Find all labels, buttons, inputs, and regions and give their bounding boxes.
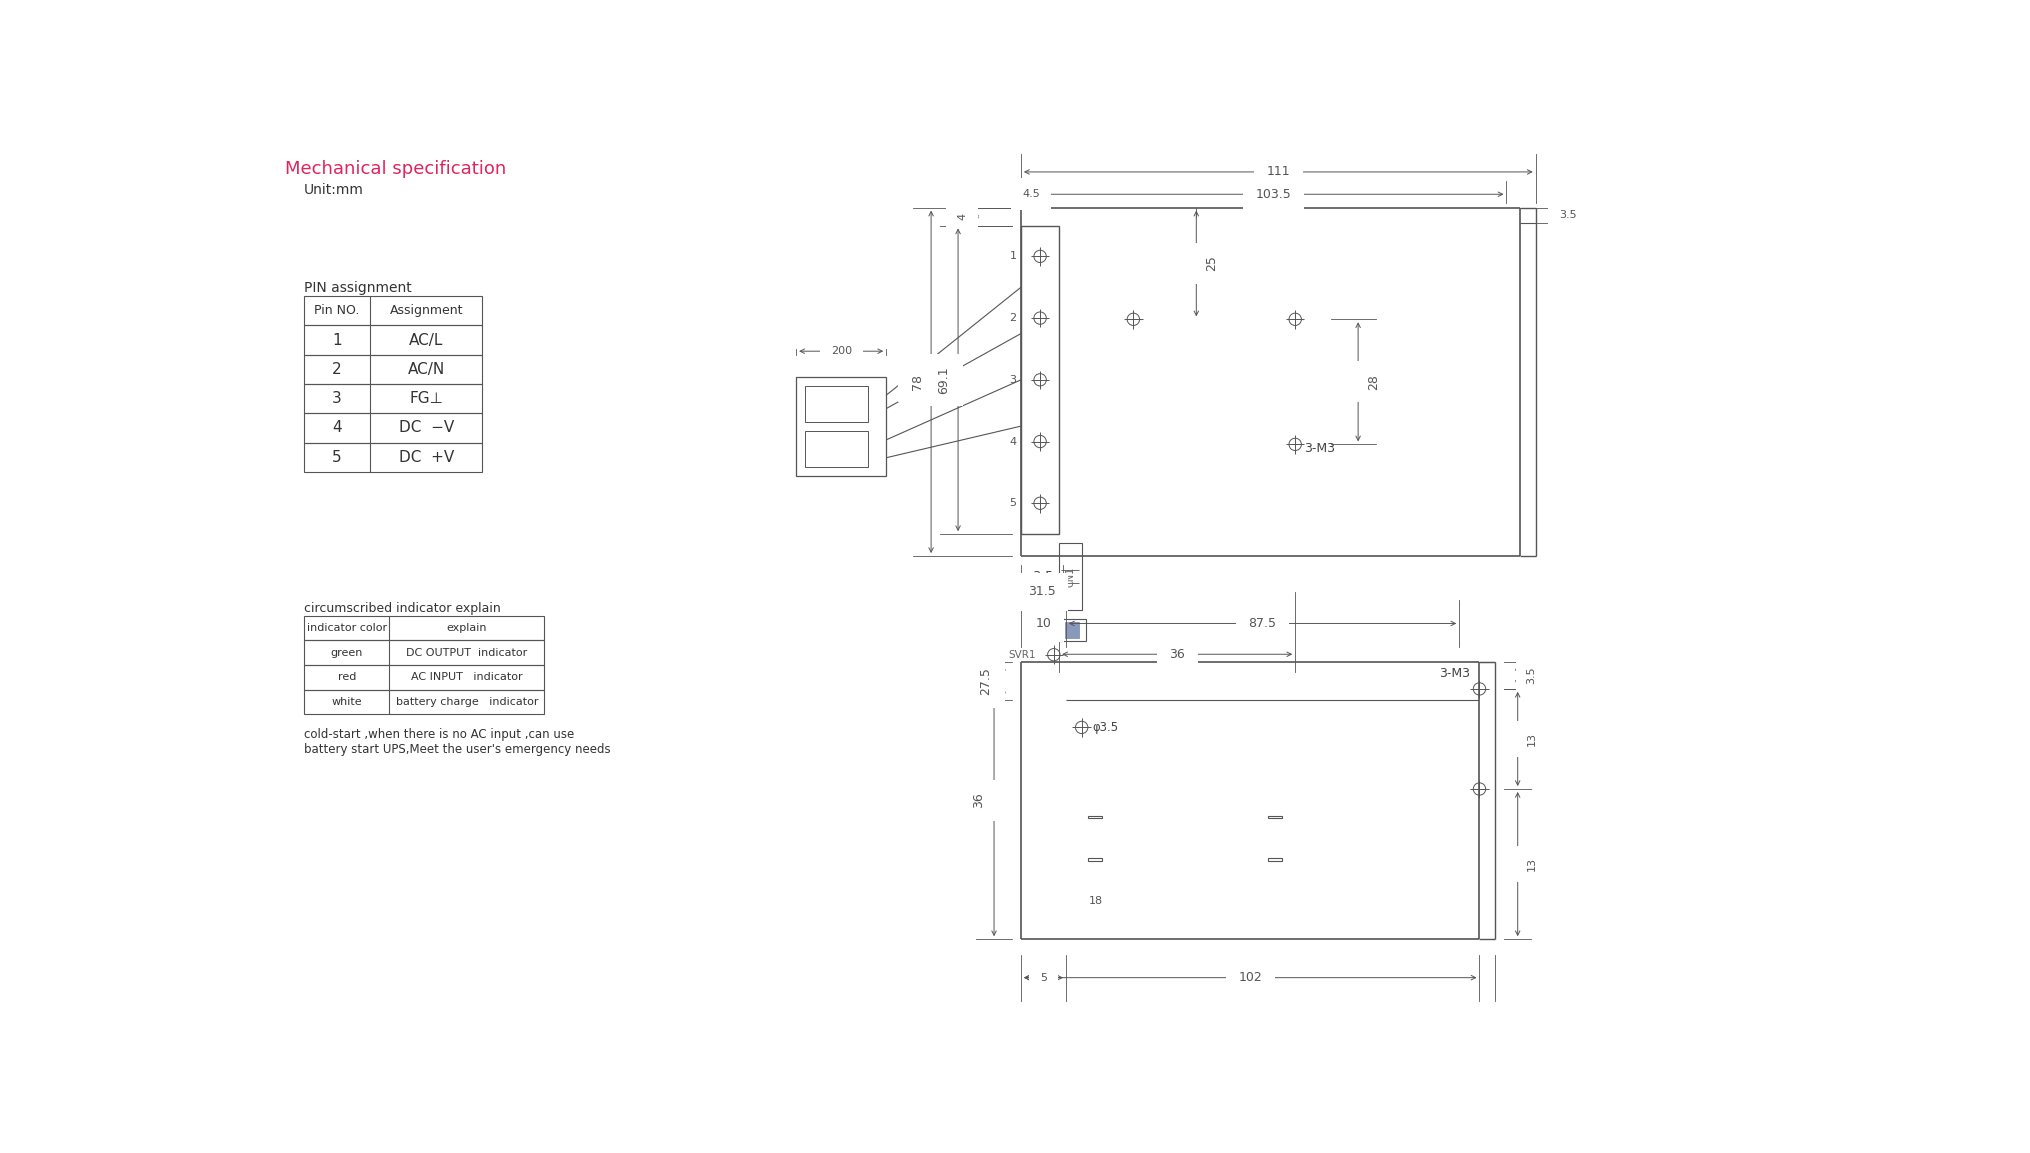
- Text: DC OUTPUT  indicator: DC OUTPUT indicator: [406, 648, 528, 657]
- Text: 3-M3: 3-M3: [1439, 666, 1470, 679]
- Text: DC  +V: DC +V: [398, 450, 455, 465]
- Text: 1: 1: [333, 332, 341, 347]
- Bar: [304, 689, 544, 715]
- Text: explain: explain: [447, 623, 487, 633]
- Text: 13: 13: [1527, 857, 1537, 871]
- Text: SVR1: SVR1: [1009, 649, 1035, 660]
- Text: 69.1: 69.1: [938, 366, 950, 393]
- Bar: [1060, 619, 1086, 641]
- Text: 18: 18: [1088, 896, 1102, 905]
- Text: 25: 25: [1206, 256, 1218, 271]
- Bar: [1064, 623, 1080, 638]
- Text: 3.5: 3.5: [1527, 666, 1537, 684]
- Text: 102: 102: [1238, 971, 1263, 985]
- Text: 2: 2: [1009, 314, 1017, 323]
- Text: 31.5: 31.5: [1027, 586, 1056, 598]
- Bar: [1088, 816, 1102, 819]
- Text: 4.5: 4.5: [1023, 189, 1039, 199]
- Bar: [796, 377, 887, 476]
- Text: AC INPUT   indicator: AC INPUT indicator: [410, 672, 522, 683]
- Text: 4: 4: [956, 213, 966, 220]
- Text: 10: 10: [1035, 617, 1052, 630]
- Text: indicator color: indicator color: [307, 623, 388, 633]
- Text: AC/L: AC/L: [408, 332, 443, 347]
- Text: 200: 200: [830, 346, 853, 356]
- Text: 13: 13: [1527, 732, 1537, 746]
- Bar: [304, 325, 483, 355]
- Text: Unit:mm: Unit:mm: [304, 183, 363, 197]
- Bar: [304, 616, 544, 640]
- Text: 103.5: 103.5: [1257, 188, 1291, 201]
- Text: 111: 111: [1267, 165, 1291, 179]
- Bar: [304, 640, 544, 665]
- Text: 3.5: 3.5: [1559, 211, 1577, 220]
- Text: 1: 1: [1009, 251, 1017, 262]
- Bar: [806, 386, 869, 422]
- Bar: [1269, 816, 1283, 819]
- Text: φ3.5: φ3.5: [1025, 570, 1054, 583]
- Text: cold-start ,when there is no AC input ,can use
battery start UPS,Meet the user's: cold-start ,when there is no AC input ,c…: [304, 729, 611, 756]
- Text: CN1: CN1: [1066, 566, 1076, 587]
- Text: 3-M3: 3-M3: [1305, 442, 1336, 454]
- Bar: [304, 665, 544, 689]
- Bar: [1021, 226, 1060, 534]
- Text: 36: 36: [972, 792, 985, 808]
- Text: 5: 5: [1009, 498, 1017, 508]
- Bar: [304, 413, 483, 443]
- Text: DC  −V: DC −V: [398, 421, 455, 436]
- Text: Pin NO.: Pin NO.: [315, 304, 359, 317]
- Text: 3: 3: [1009, 375, 1017, 385]
- Text: Mechanical specification: Mechanical specification: [284, 160, 505, 178]
- Text: 78: 78: [911, 374, 924, 390]
- Text: ST: ST: [1041, 625, 1056, 635]
- Bar: [1060, 543, 1082, 610]
- Text: 5: 5: [1039, 973, 1047, 982]
- Text: Assignment: Assignment: [390, 304, 463, 317]
- Text: 4: 4: [333, 421, 341, 436]
- Bar: [1269, 858, 1283, 860]
- Text: 2: 2: [333, 362, 341, 377]
- Text: red: red: [337, 672, 355, 683]
- Text: 4: 4: [1009, 437, 1017, 446]
- Text: 5: 5: [333, 450, 341, 465]
- Bar: [304, 355, 483, 384]
- Text: 27.5: 27.5: [978, 668, 993, 695]
- Text: FG⊥: FG⊥: [410, 391, 443, 406]
- Bar: [304, 443, 483, 472]
- Text: 18: 18: [1088, 902, 1102, 914]
- Text: PIN assignment: PIN assignment: [304, 281, 412, 295]
- Bar: [304, 384, 483, 413]
- Bar: [304, 296, 483, 325]
- Text: white: white: [331, 698, 361, 707]
- Text: φ3.5: φ3.5: [1092, 721, 1119, 734]
- Text: AC/N: AC/N: [408, 362, 445, 377]
- Text: 36: 36: [1169, 648, 1186, 661]
- Text: 3: 3: [333, 391, 341, 406]
- Text: green: green: [331, 648, 363, 657]
- Bar: [1088, 858, 1102, 860]
- Text: 28: 28: [1366, 374, 1380, 390]
- Text: 87.5: 87.5: [1248, 617, 1277, 630]
- Text: battery charge   indicator: battery charge indicator: [396, 698, 538, 707]
- Text: circumscribed indicator explain: circumscribed indicator explain: [304, 602, 501, 615]
- Bar: [806, 431, 869, 467]
